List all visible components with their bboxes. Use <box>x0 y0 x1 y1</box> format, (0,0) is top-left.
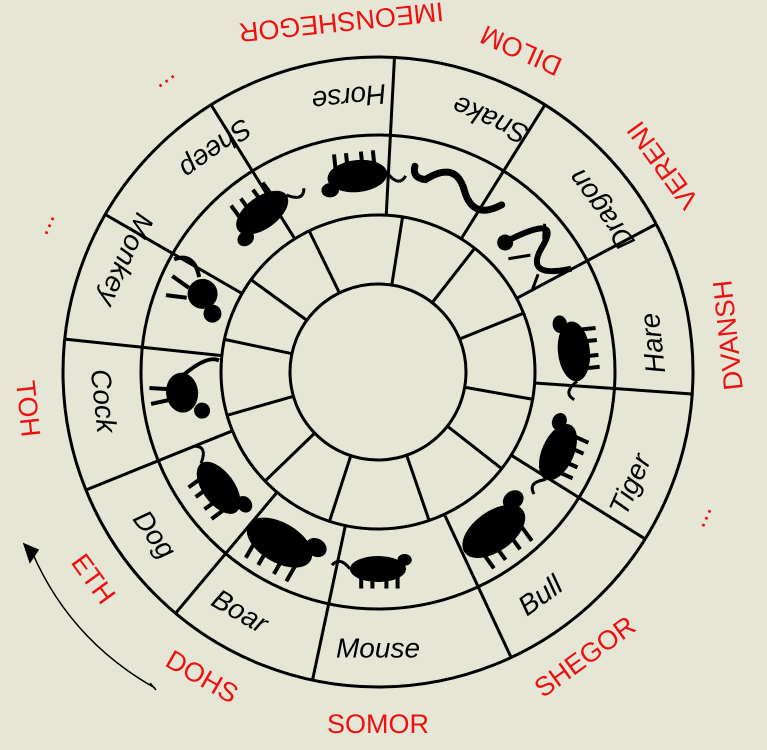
monkey-icon <box>165 255 222 323</box>
divider-inner <box>405 454 431 521</box>
divider-inner <box>250 278 308 322</box>
dog-icon <box>187 444 253 521</box>
divider-outer <box>85 429 233 492</box>
divider-outer <box>64 337 223 358</box>
hare-icon <box>552 315 600 401</box>
divider-inner <box>464 385 533 401</box>
animal-label-hare: Hare <box>634 311 671 375</box>
divider-outer <box>384 57 396 216</box>
divider-inner <box>307 230 341 294</box>
icon-ring <box>219 213 537 531</box>
divider-outer <box>515 222 657 300</box>
divider-outer <box>534 381 693 396</box>
cock-icon <box>149 357 220 419</box>
wheel-rings <box>61 55 695 689</box>
divider-outer <box>311 525 347 681</box>
sheep-icon <box>229 181 306 247</box>
divider-inner <box>226 394 294 417</box>
divider-inner <box>224 337 293 356</box>
sector-dividers <box>64 57 693 681</box>
divider-inner <box>446 424 503 470</box>
mouse-icon <box>330 554 412 589</box>
outer-label: TOH <box>10 379 46 438</box>
outer-ring <box>61 55 695 689</box>
divider-outer <box>442 513 513 659</box>
label-ring <box>139 133 617 611</box>
divider-outer <box>104 213 243 295</box>
divider-inner <box>430 247 476 304</box>
tiger-icon <box>530 412 590 495</box>
bull-icon <box>462 490 534 570</box>
animal-label-cock: Cock <box>85 368 123 437</box>
counterclockwise-arrow-icon <box>22 542 157 691</box>
divider-inner <box>390 216 405 286</box>
divider-outer <box>174 491 279 615</box>
divider-inner <box>264 432 316 483</box>
dragon-icon <box>497 223 572 292</box>
boar-icon <box>244 517 327 583</box>
divider-outer <box>459 104 547 240</box>
horse-icon <box>321 150 407 198</box>
animal-label-mouse: Mouse <box>336 633 420 664</box>
divider-inner <box>328 455 353 522</box>
center-circle <box>288 282 468 462</box>
divider-outer <box>510 453 646 541</box>
divider-inner <box>459 311 525 341</box>
snake-icon <box>410 162 506 214</box>
animal-icons <box>149 150 600 589</box>
outer-label: SOMOR <box>327 709 429 739</box>
